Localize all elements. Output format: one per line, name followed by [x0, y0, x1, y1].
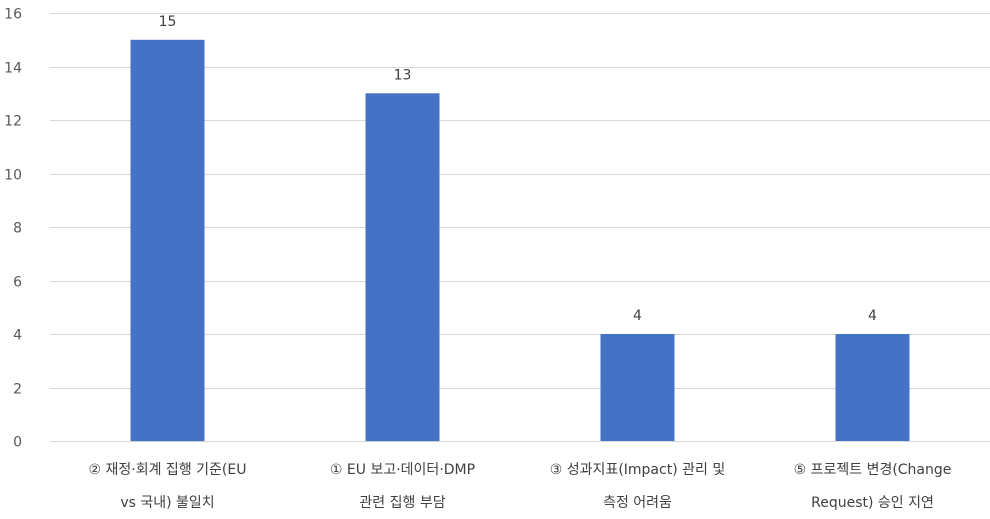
x-axis-categories: ② 재정·회계 집행 기준(EU vs 국내) 불일치 ① EU 보고·데이터·DM…: [89, 462, 952, 511]
y-tick-label: 10: [4, 168, 22, 184]
data-label-3: 4: [633, 308, 642, 324]
bar-4: [835, 334, 910, 441]
bar-2: [365, 93, 440, 442]
y-tick-label: 4: [13, 328, 22, 344]
gridlines: [50, 13, 990, 442]
data-labels: 15 13 4 4: [159, 14, 877, 324]
category-label-1-line-1: ② 재정·회계 집행 기준(EU: [89, 462, 247, 478]
y-tick-label: 2: [13, 382, 22, 398]
category-label-3-line-2: 측정 어려움: [603, 495, 672, 511]
y-tick-label: 8: [13, 221, 22, 237]
category-label-4-line-2: Request) 승인 지연: [811, 495, 934, 511]
category-label-3-line-1: ③ 성과지표(Impact) 관리 및: [550, 462, 725, 478]
y-tick-label: 14: [4, 61, 22, 77]
bar-1: [130, 39, 205, 442]
category-label-1-line-2: vs 국내) 불일치: [120, 495, 214, 511]
y-tick-label: 12: [4, 114, 22, 130]
category-label-2-line-1: ① EU 보고·데이터·DMP: [330, 462, 475, 478]
data-label-4: 4: [868, 308, 877, 324]
category-label-2-line-2: 관련 집행 부담: [359, 495, 445, 511]
y-tick-label: 6: [13, 275, 22, 291]
y-axis-ticks: 0 2 4 6 8 10 12 14 16: [4, 7, 22, 451]
y-tick-label: 16: [4, 7, 22, 23]
category-label-4-line-1: ⑤ 프로젝트 변경(Change: [794, 462, 952, 478]
data-label-1: 15: [159, 14, 177, 30]
bar-3: [600, 334, 675, 441]
y-tick-label: 0: [13, 435, 22, 451]
bars: [130, 39, 910, 442]
data-label-2: 13: [394, 67, 412, 83]
